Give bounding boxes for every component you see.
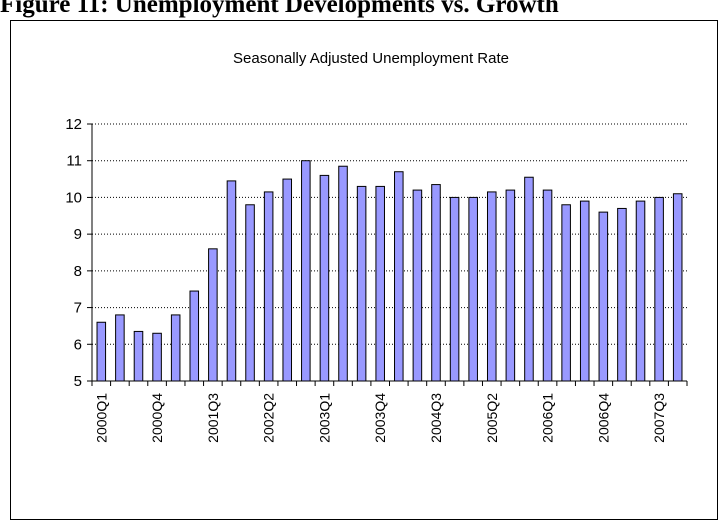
bar-2006Q1: [542, 189, 553, 382]
bar-2005Q4: [524, 176, 534, 382]
bar-2007Q1: [617, 207, 627, 382]
y-tick-labels: 5 6 7 8 9 10 11 12: [65, 116, 82, 390]
x-tick-label-2002Q2: 2002Q2: [261, 393, 277, 443]
x-tick-label-2000Q4: 2000Q4: [149, 393, 165, 443]
bar-2003Q2: [338, 165, 348, 382]
bar-2004Q1: [394, 171, 404, 382]
bar-2002Q2: [263, 191, 274, 382]
bar-2006Q2: [561, 204, 571, 382]
x-tick-label-2007Q3: 2007Q3: [651, 393, 667, 443]
chart-title: Seasonally Adjusted Unemployment Rate: [233, 50, 509, 67]
bar-2007Q4: [672, 193, 683, 382]
bar-2002Q4: [301, 160, 311, 382]
bar-2006Q4: [598, 211, 609, 382]
y-tick-label-8: 8: [74, 263, 82, 280]
x-tick-label-2001Q3: 2001Q3: [205, 393, 221, 443]
bar-2000Q4: [152, 332, 162, 382]
bar-2003Q4: [375, 185, 385, 382]
x-tick-label-2004Q3: 2004Q3: [428, 393, 444, 443]
y-tick-label-10: 10: [65, 189, 82, 206]
bar-2000Q3: [133, 330, 144, 382]
bar-2004Q3: [431, 184, 441, 382]
bar-2002Q3: [282, 178, 293, 382]
bar-2000Q1: [96, 321, 107, 382]
bar-2007Q3: [654, 196, 664, 382]
x-tick-label-2000Q1: 2000Q1: [93, 393, 109, 443]
x-tick-label-2003Q4: 2003Q4: [372, 393, 388, 443]
y-tick-label-12: 12: [65, 116, 82, 133]
bar-2001Q1: [170, 314, 181, 382]
bar-2000Q2: [115, 314, 125, 382]
bar-2003Q1: [319, 174, 330, 382]
bar-2001Q4: [226, 180, 237, 382]
bar-2003Q3: [356, 185, 367, 382]
axes: [87, 123, 688, 386]
y-tick-label-11: 11: [66, 153, 82, 170]
bar-2002Q1: [245, 204, 255, 382]
chart-frame: Seasonally Adjusted Unemployment Rate 5 6…: [10, 20, 718, 520]
bar-2005Q1: [468, 196, 478, 382]
x-tick-label-2005Q2: 2005Q2: [484, 393, 500, 443]
x-tick-label-2003Q1: 2003Q1: [316, 393, 332, 443]
gridlines: [92, 123, 687, 345]
x-tick-label-2006Q4: 2006Q4: [595, 393, 611, 443]
x-tick-labels: 2000Q1 2000Q4 2001Q3 2002Q2 2003Q1 2003Q4 2004…: [93, 393, 667, 443]
y-tick-label-9: 9: [74, 226, 82, 243]
bar-2007Q2: [635, 200, 646, 382]
unemployment-bar-chart: Seasonally Adjusted Unemployment Rate 5 6…: [65, 50, 688, 443]
x-tick-label-2006Q1: 2006Q1: [540, 393, 556, 443]
bars: [96, 160, 683, 382]
y-tick-label-6: 6: [74, 336, 82, 353]
bar-2005Q2: [486, 191, 497, 382]
bar-2006Q3: [579, 200, 590, 382]
bar-2001Q2: [189, 290, 200, 382]
figure-title: Figure 11: Unemployment Developments vs.…: [0, 0, 559, 18]
y-tick-label-7: 7: [74, 300, 82, 317]
bar-2004Q4: [449, 196, 460, 382]
bar-2004Q2: [412, 189, 423, 382]
bar-2005Q3: [505, 189, 516, 382]
y-tick-label-5: 5: [74, 373, 82, 390]
bar-2001Q3: [208, 248, 218, 382]
